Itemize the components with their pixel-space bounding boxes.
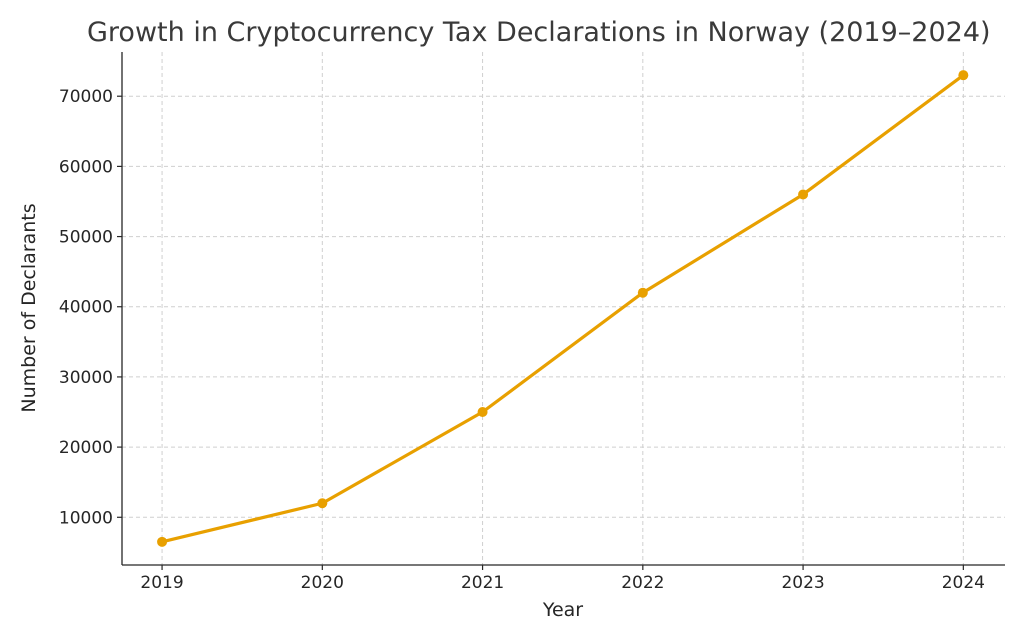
x-tick-label: 2023 [781, 573, 824, 593]
data-point [477, 407, 488, 418]
y-tick-label: 40000 [59, 298, 113, 318]
y-axis-ticks: 10000 20000 30000 40000 50000 60000 70000 [59, 87, 122, 528]
data-point [317, 498, 328, 509]
y-tick-label: 50000 [59, 228, 113, 248]
data-point [798, 189, 809, 200]
x-axis-ticks: 2019 2020 2021 2022 2023 2024 [140, 565, 985, 593]
x-tick-label: 2019 [140, 573, 183, 593]
y-tick-label: 70000 [59, 87, 113, 107]
y-tick-label: 10000 [59, 508, 113, 528]
x-tick-label: 2024 [942, 573, 985, 593]
y-tick-label: 20000 [59, 438, 113, 458]
x-tick-label: 2021 [461, 573, 504, 593]
series-line [161, 73, 965, 544]
y-tick-label: 30000 [59, 368, 113, 388]
data-point [157, 536, 168, 547]
x-tick-label: 2022 [621, 573, 664, 593]
chart-title: Growth in Cryptocurrency Tax Declaration… [87, 17, 991, 48]
grid-lines [122, 52, 1005, 565]
data-point [637, 287, 648, 298]
x-tick-label: 2020 [301, 573, 344, 593]
data-point [958, 70, 969, 81]
y-axis-label: Number of Declarants [18, 203, 40, 412]
y-tick-label: 60000 [59, 157, 113, 177]
series-layer [157, 70, 969, 547]
x-axis-label: Year [542, 599, 583, 621]
